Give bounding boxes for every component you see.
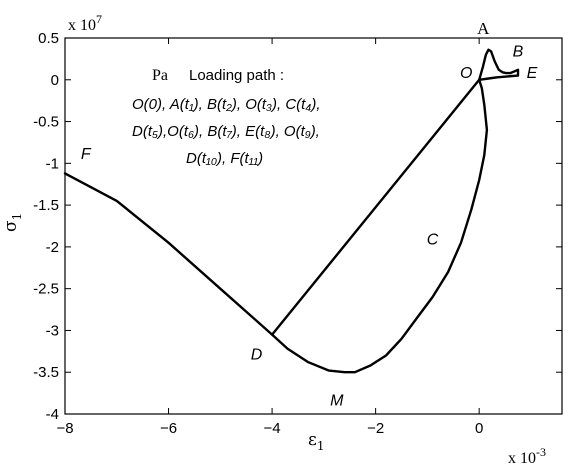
- y-tick-label: -2: [46, 239, 59, 256]
- loading-path-annotation: Pa Loading path : O(0), A(t₁), B(t₂), O(…: [132, 67, 321, 167]
- x-tick-label: −8: [56, 420, 73, 437]
- y-tick-label: -2.5: [33, 281, 59, 298]
- point-label-d: D: [251, 347, 263, 364]
- y-tick-label: 0.5: [38, 30, 59, 47]
- annotation-heading: Loading path :: [189, 67, 284, 84]
- point-label-b: B: [513, 43, 524, 60]
- y-tick-label: -4: [46, 406, 59, 423]
- x-tick-label: 0: [475, 420, 483, 437]
- point-label-a: A: [477, 19, 490, 38]
- point-label-c: C: [427, 231, 439, 248]
- annotation-line-2: D(t₅),O(t₆), B(t₇), E(t₈), O(t₉),: [132, 123, 320, 140]
- x-tick-label: −2: [367, 420, 384, 437]
- curves: [63, 48, 520, 374]
- y-axis-label: σ1: [1, 213, 24, 232]
- y-scale-label: x 107: [68, 12, 102, 34]
- point-label-e: E: [527, 65, 538, 82]
- y-tick-label: -1.5: [33, 197, 59, 214]
- point-label-m: M: [330, 393, 344, 410]
- point-labels: A B O E F C D M: [81, 19, 538, 410]
- series-line-2: [270, 78, 481, 336]
- y-tick-label: -0.5: [33, 114, 59, 131]
- y-ticks: 0.5 0 -0.5 -1 -1.5 -2 -2.5 -3 -3.5 -4: [33, 30, 562, 423]
- annotation-unit: Pa: [152, 67, 168, 84]
- annotation-line-3: D(t₁₀), F(t₁₁): [186, 150, 263, 167]
- point-label-o: O: [460, 65, 472, 82]
- annotation-line-1: O(0), A(t₁), B(t₂), O(t₃), C(t₄),: [132, 96, 321, 113]
- x-scale-exponent: -3: [536, 445, 546, 459]
- x-tick-label: −6: [160, 420, 177, 437]
- x-tick-label: −4: [264, 420, 281, 437]
- y-tick-label: -3.5: [33, 364, 59, 381]
- series-line-1: [63, 48, 520, 374]
- y-tick-label: -1: [46, 155, 59, 172]
- x-ticks: −8 −6 −4 −2 0: [56, 38, 483, 437]
- point-label-f: F: [81, 146, 92, 163]
- x-scale-label: x 10-3: [508, 445, 546, 467]
- plot-frame: [64, 37, 563, 415]
- y-tick-label: -3: [46, 322, 59, 339]
- y-scale-exponent: 7: [96, 12, 102, 26]
- y-tick-label: 0: [51, 72, 59, 89]
- x-axis-label: ε1: [308, 430, 324, 453]
